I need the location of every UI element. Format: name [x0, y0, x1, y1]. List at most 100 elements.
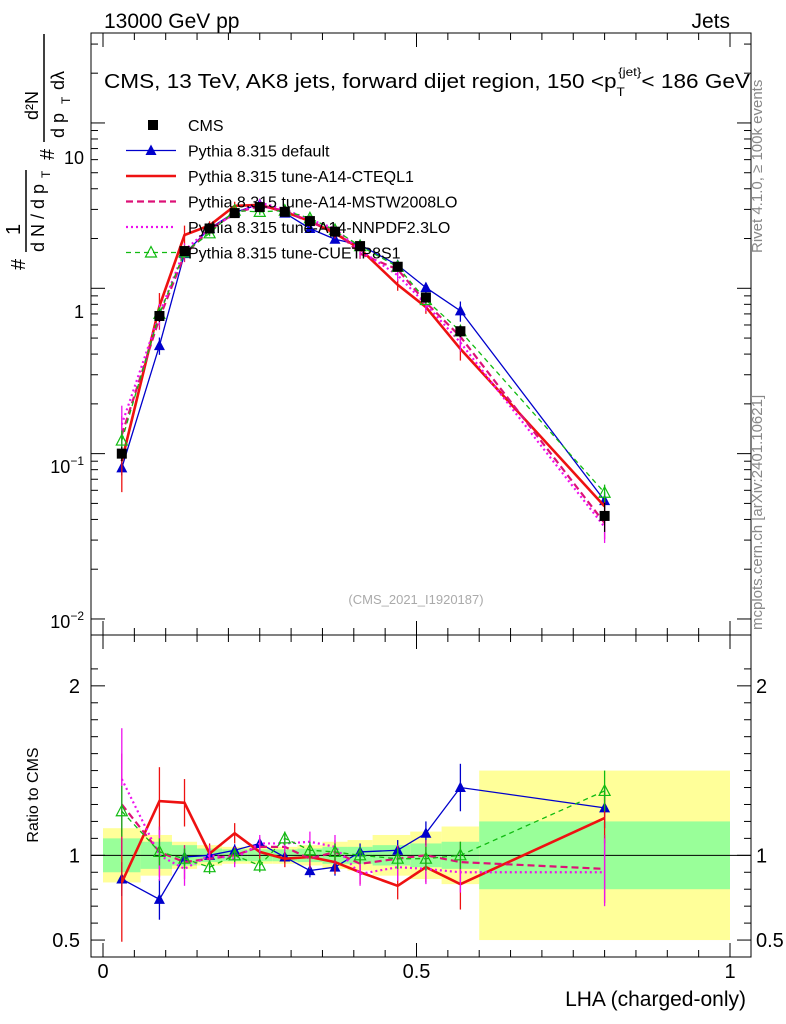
legend-marker — [144, 245, 158, 258]
ylabel-dpT-T: T — [59, 96, 73, 104]
ratio-ytick-label-left: 0.5 — [52, 930, 80, 952]
legend-marker — [145, 144, 157, 155]
ratio-line — [120, 778, 605, 876]
ratio-marker — [353, 848, 367, 861]
legend-entry-1: Pythia 8.315 tune-A14-CTEQL1 — [126, 169, 414, 186]
data-points — [116, 202, 610, 532]
ratio-axis-ticks: 0.5 0.5 1 1 2 2 0 0.5 1 — [52, 635, 784, 983]
analysis-watermark: (CMS_2021_I1920187) — [348, 592, 483, 607]
legend-entry-2: Pythia 8.315 tune-A14-MSTW2008LO — [126, 195, 457, 212]
data-point — [420, 292, 431, 303]
ratio-ytick-label-right: 1 — [756, 845, 767, 867]
data-point — [179, 246, 190, 257]
legend-label: Pythia 8.315 tune-A14-NNPDF2.3LO — [188, 220, 450, 237]
title-end: < 186 GeV — [641, 71, 750, 93]
ylabel-hash-1: # — [8, 258, 30, 270]
ratio-series — [115, 728, 612, 942]
ylabel-dN-dpT: d N / d p — [28, 184, 48, 252]
title-subscript-T: T — [617, 85, 626, 99]
title-superscript-jet: {jet} — [618, 65, 641, 79]
rivet-label: Rivet 4.1.0, ≥ 100k events — [749, 80, 766, 253]
ratio-marker — [203, 859, 217, 873]
ratio-marker — [115, 803, 129, 817]
ylabel-hash-2: # — [37, 148, 59, 160]
legend-label: Pythia 8.315 tune-A14-CTEQL1 — [188, 169, 414, 186]
legend-label: Pythia 8.315 tune-A14-MSTW2008LO — [188, 195, 457, 212]
ratio-marker — [419, 851, 433, 864]
ytick-1e-1-exp: −1 — [70, 454, 84, 468]
ratio-marker — [278, 831, 292, 844]
main-marker — [598, 485, 612, 498]
ratio-marker — [253, 858, 267, 871]
ytick-label-1e-1: 10−1 — [50, 454, 84, 477]
ratio-marker — [304, 864, 316, 876]
data-point — [154, 310, 165, 321]
legend-marker-cms — [148, 120, 158, 130]
xtick-label: 1 — [724, 961, 735, 983]
title-main: CMS, 13 TeV, AK8 jets, forward dijet reg… — [104, 71, 617, 93]
ytick-label-10: 10 — [64, 148, 84, 168]
main-marker — [304, 222, 316, 233]
ratio-marker — [328, 844, 342, 858]
xtick-label: 0 — [97, 961, 108, 983]
data-point — [116, 448, 127, 459]
data-point — [329, 226, 340, 237]
data-point — [279, 206, 290, 217]
legend-label: Pythia 8.315 default — [188, 144, 330, 161]
ratio-marker — [598, 783, 612, 797]
ytick-1e-2-exp: −2 — [70, 609, 84, 623]
ratio-marker — [454, 781, 466, 793]
ratio-marker — [453, 848, 467, 861]
ylabel-dpT: d p — [48, 113, 68, 138]
xtick-label: 0.5 — [403, 961, 431, 983]
data-point — [229, 208, 240, 219]
ratio-ylabel: Ratio to CMS — [25, 747, 42, 842]
mcplots-label: mcplots.cern.ch [arXiv:2401.10621] — [749, 395, 766, 630]
header-left: 13000 GeV pp — [104, 10, 239, 33]
data-point — [304, 216, 315, 227]
main-marker — [153, 339, 165, 351]
main-ytick-labels: 10−2 10−1 1 10 — [50, 148, 84, 632]
legend: CMS Pythia 8.315 default Pythia 8.315 tune… — [126, 118, 457, 263]
x-axis-label: LHA (charged-only) — [565, 988, 746, 1011]
data-point — [254, 202, 265, 213]
ratio-marker — [303, 842, 317, 856]
data-point — [455, 326, 466, 337]
ratio-ytick-label-left: 2 — [69, 676, 80, 698]
ratio-marker — [153, 893, 165, 904]
ylabel-one: 1 — [3, 224, 25, 235]
legend-entry-cms: CMS — [148, 118, 224, 135]
ylabel-dlambda: dλ — [48, 71, 68, 90]
y-axis-label: # 1 d N / d p T # d²N d p T dλ — [3, 34, 73, 270]
data-point — [204, 223, 215, 234]
ratio-ytick-label-right: 2 — [756, 676, 767, 698]
main-marker — [454, 304, 466, 316]
legend-label: Pythia 8.315 tune-CUETP8S1 — [188, 246, 401, 263]
main-marker — [115, 433, 129, 446]
main-axis-ticks — [91, 33, 751, 635]
main-marker — [420, 281, 432, 293]
ratio-marker — [420, 827, 432, 838]
plot-title: CMS, 13 TeV, AK8 jets, forward dijet reg… — [104, 65, 751, 99]
ratio-marker — [152, 844, 166, 858]
ytick-label-1e-2: 10−2 — [50, 609, 84, 632]
ratio-ytick-label-left: 1 — [69, 845, 80, 867]
legend-entry-0: Pythia 8.315 default — [126, 144, 330, 161]
ytick-label-1: 1 — [74, 302, 84, 322]
ylabel-dN-T: T — [39, 170, 53, 178]
legend-entry-3: Pythia 8.315 tune-A14-NNPDF2.3LO — [126, 220, 450, 237]
ratio-marker — [178, 851, 192, 864]
ratio-series-4 — [115, 770, 612, 874]
ylabel-d2N: d²N — [22, 91, 42, 120]
data-point — [355, 241, 366, 252]
header-right: Jets — [691, 10, 730, 33]
legend-entry-4: Pythia 8.315 tune-CUETP8S1 — [126, 245, 401, 263]
data-point — [392, 261, 403, 272]
ratio-line — [120, 799, 606, 888]
ytick-1e-2-base: 10 — [50, 612, 70, 632]
legend-label-cms: CMS — [188, 118, 224, 135]
ratio-line — [121, 786, 605, 901]
ratio-marker — [391, 851, 405, 864]
data-point — [599, 510, 610, 521]
